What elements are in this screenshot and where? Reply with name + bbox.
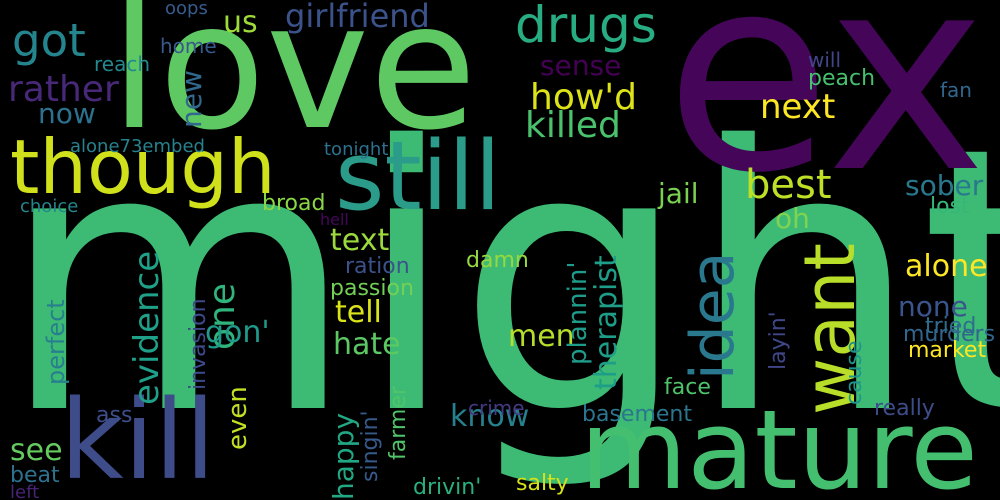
word-sober: sober [905, 169, 984, 202]
word-love: love [110, 0, 477, 169]
word-none: none [898, 290, 968, 323]
word-peach: peach [808, 66, 876, 91]
word-kill: kill [60, 376, 216, 500]
word-hate: hate [333, 327, 401, 362]
word-damn: damn [466, 248, 529, 273]
word-mature: mature [580, 386, 978, 500]
word-alone: alone [905, 249, 988, 284]
word-see: see [10, 433, 63, 468]
word-basement: basement [582, 402, 692, 427]
word-beat: beat [10, 463, 60, 488]
word-though: though [10, 123, 276, 211]
word-murders: murders [903, 322, 996, 347]
word-oops: oops [165, 0, 208, 19]
word-sense: sense [540, 49, 622, 82]
word-tonight: tonight [324, 139, 389, 160]
word-girlfriend: girlfriend [285, 0, 430, 35]
word-men: men [508, 319, 575, 354]
word-market: market [908, 338, 987, 363]
word-drivin: drivin' [413, 475, 482, 500]
word-next: next [760, 87, 836, 127]
word-now: now [38, 97, 96, 130]
word-killed: killed [525, 105, 621, 146]
word-invasion: invasion [186, 298, 211, 390]
word-gon: gon' [205, 315, 270, 350]
word-alone73embed: alone73embed [70, 136, 205, 157]
word-lost: lost [930, 194, 970, 219]
word-got: got [12, 14, 86, 67]
word-really: really [874, 396, 935, 421]
word-farmer: farmer [386, 386, 411, 460]
word-tried: tried [925, 314, 977, 339]
word-choice: choice [20, 196, 79, 217]
word-home: home [160, 34, 217, 58]
word-left: left [10, 482, 40, 500]
word-perfect: perfect [42, 299, 70, 385]
word-how-d: how'd [530, 77, 638, 118]
word-know: know [450, 399, 530, 434]
word-broad: broad [262, 191, 326, 216]
word-us: us [223, 5, 258, 40]
word-layin: layin' [766, 311, 791, 370]
word-fan: fan [940, 78, 972, 102]
word-best: best [745, 162, 832, 208]
word-even: even [223, 386, 253, 450]
word-drugs: drugs [515, 0, 657, 54]
word-happy: happy [327, 412, 360, 500]
word-salty: salty [516, 471, 569, 496]
word-idea: idea [678, 251, 748, 380]
word-still: still [335, 122, 501, 232]
word-oh: oh [775, 202, 810, 235]
word-hell: hell [320, 210, 349, 229]
word-reach: reach [94, 52, 151, 76]
word-ration: ration [345, 254, 410, 279]
word-ass: ass [96, 403, 133, 428]
word-jail: jail [658, 177, 699, 210]
word-singin: singin' [358, 410, 383, 482]
word-will: will [808, 48, 842, 72]
word-tell: tell [335, 295, 382, 330]
word-ex: ex [665, 0, 987, 232]
word-might: might [0, 70, 1000, 495]
word-passion: passion [330, 276, 414, 301]
word-therapist: therapist [589, 255, 624, 390]
word-face: face [664, 375, 711, 400]
word-new: new [175, 70, 208, 128]
word-crime: crime [468, 396, 525, 420]
word-rather: rather [8, 69, 119, 110]
word-cause: cause [842, 340, 867, 405]
word-evidence: evidence [127, 250, 167, 405]
word-text: text [330, 223, 390, 258]
word-plannin: plannin' [563, 261, 593, 365]
